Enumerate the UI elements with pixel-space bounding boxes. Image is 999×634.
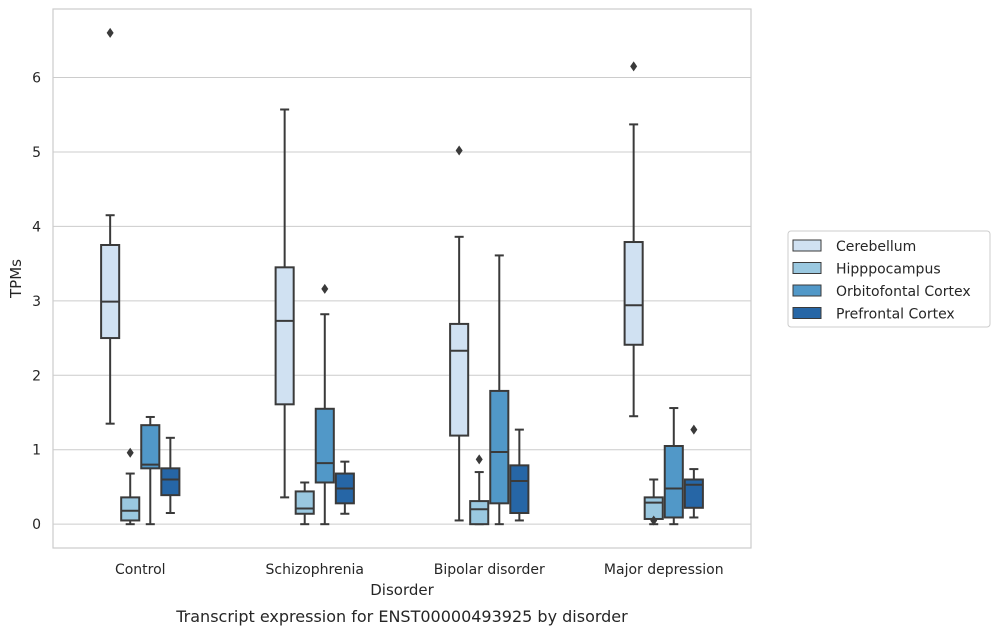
y-axis-label: TPMs [7, 259, 25, 299]
legend-swatch [792, 262, 822, 274]
y-tick-label: 1 [32, 443, 41, 459]
box [509, 464, 530, 515]
legend-label: Prefrontal Cortex [836, 307, 955, 323]
legend-box [787, 230, 991, 328]
y-tick-label: 4 [32, 219, 41, 235]
y-tick-label: 5 [32, 145, 41, 161]
y-tick-label: 0 [32, 517, 41, 533]
y-tick-label: 3 [32, 294, 41, 310]
legend-swatch [792, 239, 822, 252]
box [314, 407, 335, 484]
box [120, 496, 141, 522]
legend-swatch [792, 307, 822, 319]
box [100, 243, 121, 340]
box [274, 266, 295, 406]
legend-label: Cerebellum [836, 239, 916, 255]
outlier-point [475, 454, 483, 465]
box [294, 490, 315, 515]
box [683, 478, 704, 509]
box [663, 445, 684, 519]
chart-caption: Transcript expression for ENST0000049392… [175, 607, 628, 626]
y-tick-label: 6 [32, 70, 41, 86]
box [489, 389, 510, 505]
outlier-point [321, 283, 329, 294]
outlier-point [690, 424, 698, 435]
legend-label: Hipppocampus [836, 262, 941, 278]
x-axis-label: Disorder [370, 581, 434, 599]
y-tick-label: 2 [32, 368, 41, 384]
plot-frame [52, 8, 752, 549]
box [140, 424, 161, 470]
x-tick-label: Schizophrenia [266, 562, 364, 578]
outlier-point [650, 515, 658, 526]
outlier-point [455, 145, 463, 156]
legend-swatch [792, 284, 822, 297]
box [623, 241, 644, 346]
x-tick-label: Major depression [604, 562, 724, 578]
outlier-point [126, 447, 134, 458]
box [469, 500, 490, 526]
legend-label: Orbitofontal Cortex [836, 284, 971, 300]
box [449, 322, 470, 437]
x-tick-label: Bipolar disorder [434, 562, 545, 578]
x-tick-label: Control [115, 562, 166, 578]
outlier-point [106, 27, 114, 38]
box [160, 467, 181, 497]
outlier-point [630, 61, 638, 72]
